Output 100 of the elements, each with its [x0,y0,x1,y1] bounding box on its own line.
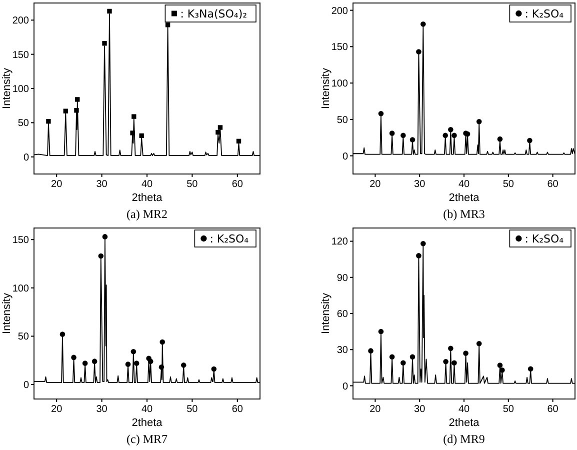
point [60,332,66,337]
point [71,354,76,360]
point [448,346,454,352]
x-tick-label: 30 [414,179,426,190]
x-tick-label: 60 [232,404,244,415]
x-tick-label: 50 [186,404,198,415]
point [416,253,422,258]
point [148,358,154,364]
point [102,234,108,240]
y-tick-label: 200 [12,16,30,27]
x-tick-label: 40 [141,179,153,190]
point [476,340,482,346]
point [389,130,395,136]
point [400,360,406,366]
point [400,132,406,138]
point [180,362,186,368]
x-tick-label: 50 [502,179,514,190]
y-tick-label: 0 [23,152,30,164]
y-tick-label: 50 [336,114,348,126]
text: (a) MR2 [126,207,168,221]
y-tick-label: 50 [18,118,30,130]
x-tick-label: 60 [547,179,559,190]
point [442,132,448,138]
point [165,22,170,28]
x-axis-title: 2theta [448,192,480,204]
y-tick-label: 60 [336,309,348,320]
point [463,350,468,356]
point [63,108,68,114]
x-tick-label: 60 [232,179,244,190]
point [527,138,532,144]
point [236,138,242,144]
x-tick-label: 60 [547,404,559,415]
point [130,349,136,354]
y-tick-label: 0 [342,381,348,392]
text: (b) MR3 [443,207,485,221]
x-tick-label: 30 [96,179,108,190]
point [107,8,112,14]
y-tick-label: 100 [12,84,30,95]
point [46,118,51,124]
y-axis-title: Intensity [1,292,13,334]
y-tick-label: 100 [331,78,348,90]
x-tick-label: 20 [51,179,63,190]
x-axis-title: 2theta [132,417,164,429]
legend-label: : K₂SO₄ [524,7,564,20]
point [443,359,448,364]
point [102,41,107,46]
x-tick-label: 20 [370,179,382,190]
point [389,354,395,360]
y-axis-title: Intensity [320,68,332,109]
x-tick-label: 50 [502,404,514,415]
y-tick-label: 50 [18,332,30,343]
point [160,339,166,345]
point [218,125,223,130]
point [452,132,457,138]
point [416,49,422,54]
x-tick-label: 30 [414,404,426,415]
point [134,360,140,366]
point [368,348,374,354]
x-axis-title: 2theta [448,417,480,429]
y-tick-label: 0 [23,380,30,392]
point [158,364,164,370]
x-tick-label: 50 [186,179,198,190]
x-tick-label: 20 [370,404,382,415]
x-tick-label: 40 [141,404,153,415]
legend-label: : K₂SO₄ [210,232,250,246]
text: (d) MR9 [443,432,485,446]
legend-label: : K₃Na(SO₄)₂ [180,7,248,20]
point [452,360,457,366]
point [420,21,426,27]
y-tick-label: 30 [336,345,348,356]
point [75,97,80,102]
y-tick-label: 100 [12,283,30,294]
point [125,362,131,367]
point [82,360,88,366]
y-axis-title: Intensity [1,68,13,109]
point [476,118,482,124]
x-tick-label: 20 [51,404,63,415]
y-tick-label: 90 [336,272,348,284]
point [378,328,384,334]
point [130,130,135,136]
x-tick-label: 40 [458,404,470,415]
point [410,137,416,142]
point [74,108,79,113]
point [92,358,98,364]
point [497,362,503,368]
point [98,253,104,259]
y-axis-title: Intensity [320,292,332,334]
y-tick-label: 120 [331,236,348,248]
point [420,241,426,246]
y-tick-label: 0 [342,151,348,162]
text: (c) MR7 [126,432,168,446]
point [497,136,503,142]
y-tick-label: 200 [331,6,348,17]
y-tick-label: 150 [331,42,348,54]
point [132,114,136,119]
point [211,366,217,372]
point [410,354,416,360]
x-axis-title: 2theta [132,192,164,204]
point [216,130,220,135]
x-tick-label: 30 [96,404,108,415]
